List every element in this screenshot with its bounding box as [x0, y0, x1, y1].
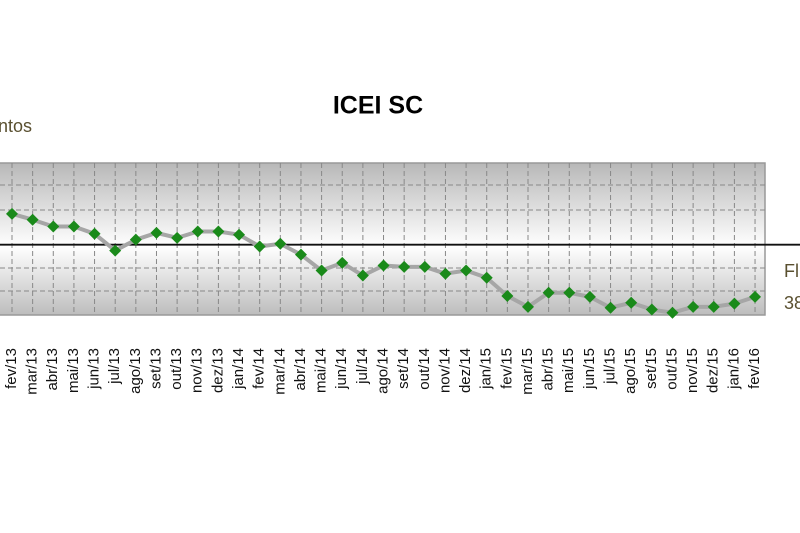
x-tick-label: set/13 [147, 348, 164, 389]
data-marker [501, 289, 514, 302]
data-marker [666, 306, 679, 319]
data-marker [315, 264, 328, 277]
x-tick-label: mai/15 [560, 348, 577, 393]
x-tick-label: ago/15 [622, 348, 639, 394]
data-marker [625, 296, 638, 309]
x-tick-label: dez/14 [457, 348, 474, 393]
data-marker [253, 240, 266, 253]
data-marker [583, 290, 596, 303]
data-marker [6, 207, 18, 220]
x-tick-label: nov/13 [189, 348, 206, 393]
data-marker [191, 225, 204, 238]
data-marker [439, 267, 452, 280]
x-tick-label: jun/13 [86, 348, 103, 390]
x-tick-label: mai/13 [65, 348, 82, 393]
x-tick-label: abr/14 [292, 348, 309, 391]
data-marker [542, 286, 555, 299]
data-marker [109, 244, 122, 257]
x-tick-label: jun/14 [333, 348, 350, 390]
x-tick-label: mai/14 [313, 348, 330, 393]
data-marker [47, 220, 60, 233]
x-tick-label: jul/14 [354, 348, 371, 385]
x-tick-label: abr/15 [540, 348, 557, 391]
data-marker [707, 300, 720, 313]
data-marker [171, 231, 184, 244]
x-tick-label: ago/13 [127, 348, 144, 394]
data-marker [150, 226, 163, 239]
x-tick-label: ago/14 [374, 348, 391, 394]
x-tick-label: mar/13 [24, 348, 41, 395]
data-marker [418, 260, 431, 273]
x-tick-label: dez/15 [705, 348, 722, 393]
data-marker [212, 225, 225, 238]
data-marker [522, 300, 534, 313]
x-tick-label: nov/14 [436, 348, 453, 393]
x-tick-label: fev/14 [251, 348, 268, 389]
x-tick-label: dez/13 [209, 348, 226, 393]
data-marker [294, 248, 307, 261]
data-marker [480, 271, 493, 284]
x-tick-label: fev/15 [498, 348, 515, 389]
x-tick-label: jun/15 [581, 348, 598, 390]
data-marker [233, 228, 246, 241]
x-tick-label: fev/16 [746, 348, 763, 389]
data-marker [274, 237, 287, 250]
data-marker [26, 213, 39, 226]
data-marker [563, 286, 576, 299]
data-marker [377, 259, 390, 272]
data-marker [67, 220, 80, 233]
x-tick-label: set/14 [395, 348, 412, 389]
data-marker [336, 256, 349, 269]
side-label: Fl [784, 261, 799, 281]
x-tick-label: jan/16 [725, 348, 742, 390]
x-tick-label: nov/15 [684, 348, 701, 393]
data-marker [460, 264, 473, 277]
side-label: 38 [784, 293, 800, 313]
data-marker [604, 301, 617, 314]
x-tick-label: jul/15 [602, 348, 619, 385]
data-marker [687, 300, 700, 313]
x-tick-label: mar/14 [271, 348, 288, 395]
data-marker [749, 290, 762, 303]
data-marker [356, 269, 369, 282]
data-marker [398, 260, 411, 273]
data-marker [88, 227, 101, 240]
axis-label: ntos [0, 116, 32, 136]
data-marker [728, 297, 741, 310]
data-marker [129, 233, 142, 246]
x-tick-label: fev/13 [3, 348, 20, 389]
x-tick-label: mar/15 [519, 348, 536, 395]
x-tick-label: set/15 [643, 348, 660, 389]
chart-title: ICEI SC [333, 92, 423, 120]
data-marker [645, 303, 658, 316]
x-tick-label: jul/13 [106, 348, 123, 385]
x-tick-label: jan/15 [478, 348, 495, 390]
x-tick-label: abr/13 [44, 348, 61, 391]
x-tick-label: out/15 [663, 348, 680, 390]
plot-area [0, 162, 766, 316]
x-tick-label: out/14 [416, 348, 433, 390]
x-tick-label: out/13 [168, 348, 185, 390]
x-tick-label: jan/14 [230, 348, 247, 390]
